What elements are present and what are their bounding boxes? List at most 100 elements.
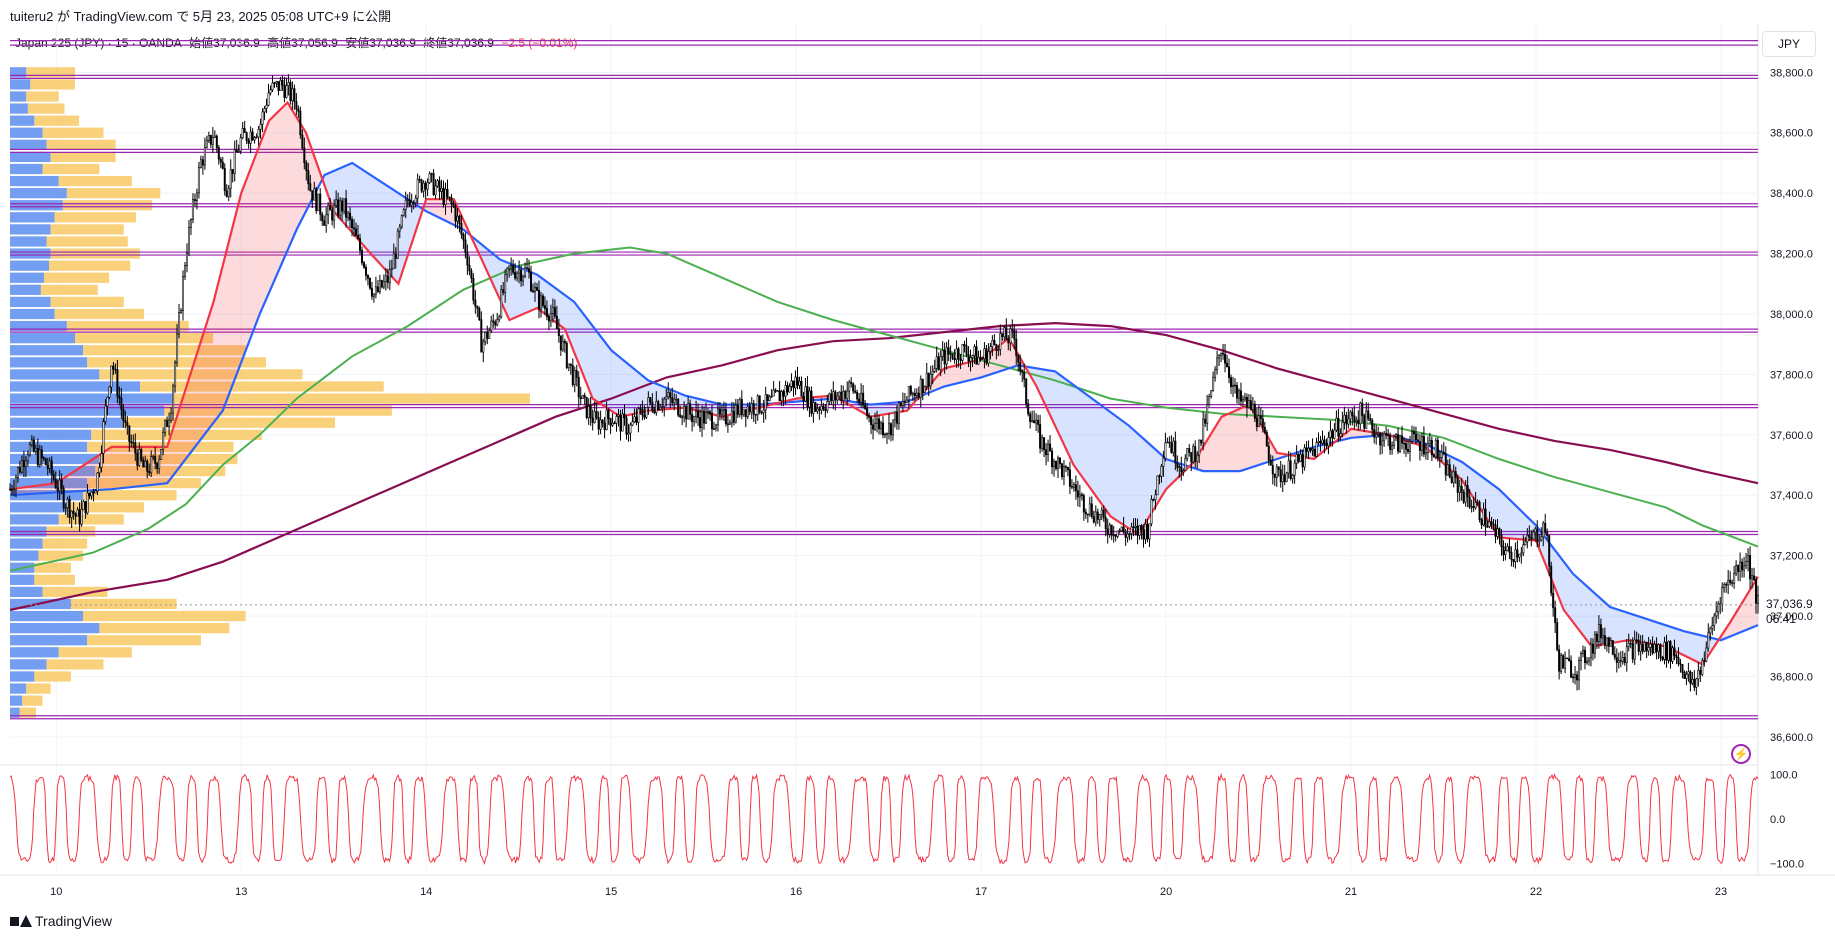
volume-profile-down-bar [42,163,100,175]
candle-body [728,422,731,425]
candle-body [458,215,461,224]
candle-body [927,372,930,387]
volume-profile-down-bar [34,562,71,573]
candle-body [1619,660,1622,662]
candle-body [559,335,562,351]
candle-body [1516,549,1519,558]
candle-body [1552,592,1555,609]
candle-body [545,308,548,317]
candle-body [1293,462,1296,476]
candle-body [86,492,89,514]
candle-body [973,346,976,356]
candle-body [850,381,853,385]
candle-body [156,463,159,469]
candle-body [60,479,63,489]
candle-body [426,182,429,190]
candle-body [1265,432,1268,447]
candle-body [885,433,888,435]
candle-body [183,265,186,277]
candle-body [1365,410,1368,429]
candle-body [42,457,45,459]
candle-body [788,386,791,393]
candle-body [712,428,715,430]
volume-profile-up-bar [10,260,49,271]
candle-body [830,393,833,402]
candle-body [56,487,59,492]
candle-body [1102,509,1105,518]
volume-profile-up-bar [10,707,20,718]
volume-profile-down-bar [44,272,110,283]
candle-body [1228,366,1231,378]
candle-body [1154,494,1157,501]
candle-body [144,460,147,468]
candle-body [1488,521,1491,528]
candle-body [22,460,25,468]
candle-body [72,510,75,514]
time-tick-label: 16 [790,886,802,898]
candle-body [370,287,373,297]
candle-body [571,365,574,385]
candle-body [858,398,861,403]
candle-body [852,383,855,392]
candle-body [470,270,473,279]
volume-profile-down-bar [83,610,246,622]
candle-body [1277,466,1280,470]
volume-profile-down-bar [62,200,153,211]
candle-body [1112,534,1115,537]
currency-button[interactable]: JPY [1762,31,1816,57]
candle-body [595,411,598,418]
candle-body [1633,639,1636,660]
candle-body [643,414,646,418]
candle-body [1192,446,1195,463]
candle-body [1204,418,1207,424]
candle-body [1212,376,1215,391]
candle-body [289,82,292,101]
candle-body [848,381,851,392]
candle-body [1164,442,1167,459]
lightning-icon[interactable]: ⚡ [1731,744,1751,764]
candle-body [164,420,167,433]
candle-body [442,187,445,205]
candle-body [1226,362,1229,368]
candle-body [1755,579,1758,604]
candle-body [824,408,827,411]
candle-body [474,299,477,307]
candle-body [392,253,395,270]
candle-body [374,286,377,295]
price-tick-label: 36,600.0 [1770,732,1813,744]
volume-profile-down-bar [66,188,161,199]
candle-body [1037,419,1040,425]
candle-body [1184,458,1187,471]
candle-body [899,402,902,407]
candle-body [1096,511,1099,520]
candle-body [416,179,419,199]
candle-body [48,460,51,469]
candle-body [611,422,614,426]
candle-body [1271,464,1274,475]
candle-body [1367,410,1370,419]
volume-profile-down-bar [172,393,530,404]
candle-body [748,406,751,413]
candle-body [263,108,266,113]
time-tick-label: 22 [1530,886,1542,898]
candle-body [1512,559,1515,562]
candle-body [1269,459,1272,466]
candle-body [891,419,894,436]
candle-body [96,472,99,492]
candle-body [428,173,431,183]
candle-body [1673,647,1676,656]
candle-body [687,403,690,420]
candle-body [207,134,210,141]
candle-body [120,398,123,410]
candle-body [776,390,779,392]
candle-body [1230,377,1233,387]
price-tick-label: 38,000.0 [1770,309,1813,321]
volume-profile-up-bar [10,224,51,235]
candle-body [609,418,612,426]
candle-body [1359,402,1362,425]
candle-body [1637,639,1640,652]
candle-body [697,410,700,418]
candle-body [997,349,1000,351]
volume-profile-down-bar [58,175,132,187]
